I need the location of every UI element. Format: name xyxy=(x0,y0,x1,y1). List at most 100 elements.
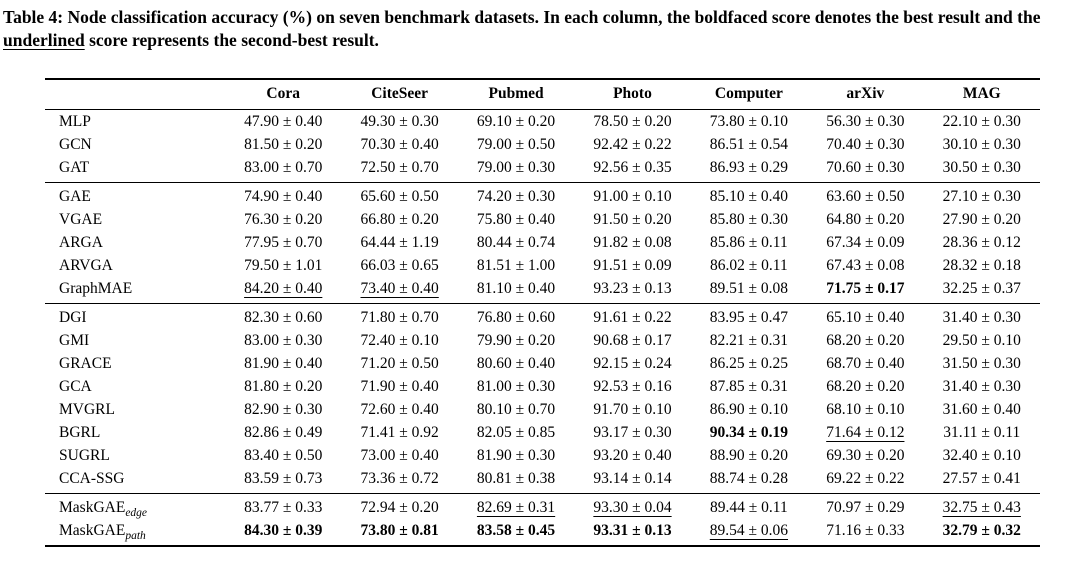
score-cell-cora: 77.95 ± 0.70 xyxy=(225,231,341,254)
score-value: 89.54 ± 0.06 xyxy=(709,521,789,539)
score-value: 83.00 ± 0.30 xyxy=(244,331,323,349)
score-value: 68.10 ± 0.10 xyxy=(826,400,905,418)
caption-text-after: score represents the second-best result. xyxy=(84,30,379,51)
score-cell-photo: 91.61 ± 0.22 xyxy=(574,302,691,330)
score-value: 30.50 ± 0.30 xyxy=(942,158,1021,176)
score-value: 70.60 ± 0.30 xyxy=(826,158,905,176)
column-header-citeseer: CiteSeer xyxy=(341,79,458,111)
score-value: 81.90 ± 0.30 xyxy=(476,446,556,464)
score-cell-mag: 31.11 ± 0.11 xyxy=(924,421,1040,444)
score-cell-pubmed: 83.58 ± 0.45 xyxy=(458,519,574,546)
score-cell-computer: 89.51 ± 0.08 xyxy=(691,277,807,303)
score-cell-computer: 82.21 ± 0.31 xyxy=(691,329,807,352)
score-cell-cora: 83.00 ± 0.30 xyxy=(225,329,341,352)
score-value: 66.80 ± 0.20 xyxy=(360,210,439,228)
score-cell-arxiv: 65.10 ± 0.40 xyxy=(807,302,924,330)
score-cell-pubmed: 74.20 ± 0.30 xyxy=(457,181,575,209)
method-name: GCN xyxy=(59,135,92,153)
score-cell-arxiv: 67.34 ± 0.09 xyxy=(807,231,923,254)
score-value: 93.30 ± 0.04 xyxy=(593,498,672,516)
score-cell-photo: 91.50 ± 0.20 xyxy=(574,208,690,231)
score-cell-arxiv: 71.64 ± 0.12 xyxy=(807,421,923,444)
score-cell-citeseer: 71.41 ± 0.92 xyxy=(341,421,457,444)
score-cell-citeseer: 73.80 ± 0.81 xyxy=(341,519,457,546)
score-value: 90.68 ± 0.17 xyxy=(593,331,672,349)
method-name: ARGA xyxy=(59,233,103,251)
score-value: 56.30 ± 0.30 xyxy=(826,112,905,130)
score-value: 69.10 ± 0.20 xyxy=(476,112,556,130)
score-value: 71.90 ± 0.40 xyxy=(360,377,439,395)
score-cell-mag: 27.10 ± 0.30 xyxy=(923,181,1040,209)
score-value: 89.44 ± 0.11 xyxy=(710,498,788,516)
score-value: 68.70 ± 0.40 xyxy=(826,354,905,372)
score-value: 73.36 ± 0.72 xyxy=(360,469,439,487)
score-value: 93.23 ± 0.13 xyxy=(593,279,672,297)
score-cell-cora: 83.59 ± 0.73 xyxy=(225,467,341,493)
score-cell-cora: 81.80 ± 0.20 xyxy=(225,375,341,398)
score-value: 31.40 ± 0.30 xyxy=(942,308,1021,326)
score-value: 81.50 ± 0.20 xyxy=(244,135,323,153)
table-row-arga: ARGA 77.95 ± 0.70 64.44 ± 1.19 80.44 ± 0.74… xyxy=(45,231,1040,254)
score-cell-cora: 82.90 ± 0.30 xyxy=(225,398,341,421)
score-value: 84.20 ± 0.40 xyxy=(244,279,323,297)
score-cell-citeseer: 72.94 ± 0.20 xyxy=(341,492,458,520)
score-cell-cora: 76.30 ± 0.20 xyxy=(225,208,341,231)
score-value: 92.56 ± 0.35 xyxy=(593,158,672,176)
score-value: 70.97 ± 0.29 xyxy=(826,498,905,516)
score-cell-mag: 31.40 ± 0.30 xyxy=(923,302,1040,330)
score-cell-computer: 83.95 ± 0.47 xyxy=(690,302,808,330)
score-value: 80.44 ± 0.74 xyxy=(476,233,556,251)
score-value: 83.00 ± 0.70 xyxy=(244,158,323,176)
table-body: MLP 47.90 ± 0.40 49.30 ± 0.30 69.10 ± 0.20 7… xyxy=(45,110,1040,546)
score-cell-citeseer: 65.60 ± 0.50 xyxy=(341,181,458,209)
score-value: 86.93 ± 0.29 xyxy=(709,158,789,176)
score-cell-photo: 91.51 ± 0.09 xyxy=(574,254,690,277)
score-cell-mag: 27.57 ± 0.41 xyxy=(924,467,1040,493)
method-name: GMI xyxy=(59,331,90,349)
score-cell-photo: 93.30 ± 0.04 xyxy=(574,492,691,520)
score-cell-photo: 92.56 ± 0.35 xyxy=(574,156,690,182)
score-value: 81.90 ± 0.40 xyxy=(244,354,323,372)
score-value: 64.80 ± 0.20 xyxy=(826,210,905,228)
score-value: 30.10 ± 0.30 xyxy=(942,135,1021,153)
score-cell-mag: 31.60 ± 0.40 xyxy=(924,398,1040,421)
score-cell-pubmed: 75.80 ± 0.40 xyxy=(458,208,574,231)
score-cell-citeseer: 71.20 ± 0.50 xyxy=(341,352,457,375)
score-cell-pubmed: 79.00 ± 0.30 xyxy=(458,156,574,182)
method-column-header xyxy=(45,79,225,111)
score-cell-arxiv: 68.70 ± 0.40 xyxy=(807,352,923,375)
score-value: 85.86 ± 0.11 xyxy=(710,233,788,251)
score-value: 85.10 ± 0.40 xyxy=(709,187,789,205)
score-cell-citeseer: 73.40 ± 0.40 xyxy=(341,277,457,303)
score-value: 86.90 ± 0.10 xyxy=(709,400,789,418)
score-value: 70.40 ± 0.30 xyxy=(826,135,905,153)
score-value: 76.30 ± 0.20 xyxy=(244,210,323,228)
score-cell-mag: 28.36 ± 0.12 xyxy=(924,231,1040,254)
score-cell-citeseer: 71.80 ± 0.70 xyxy=(341,302,458,330)
column-header-arxiv: arXiv xyxy=(807,79,924,111)
score-value: 47.90 ± 0.40 xyxy=(244,112,323,130)
score-value: 93.14 ± 0.14 xyxy=(593,469,672,487)
score-cell-photo: 91.70 ± 0.10 xyxy=(574,398,690,421)
score-cell-computer: 88.90 ± 0.20 xyxy=(691,444,807,467)
score-cell-pubmed: 69.10 ± 0.20 xyxy=(458,110,574,134)
score-value: 84.30 ± 0.39 xyxy=(244,521,323,539)
score-cell-arxiv: 56.30 ± 0.30 xyxy=(807,110,923,134)
method-name: VGAE xyxy=(59,210,103,228)
score-cell-mag: 27.90 ± 0.20 xyxy=(924,208,1040,231)
score-value: 68.20 ± 0.20 xyxy=(826,331,905,349)
score-value: 91.51 ± 0.09 xyxy=(593,256,672,274)
score-cell-arxiv: 64.80 ± 0.20 xyxy=(807,208,923,231)
table-row-gca: GCA 81.80 ± 0.20 71.90 ± 0.40 81.00 ± 0.30 9… xyxy=(45,375,1040,398)
table-header: Cora CiteSeer Pubmed Photo Computer arXiv MAG xyxy=(45,79,1040,111)
score-cell-pubmed: 80.10 ± 0.70 xyxy=(458,398,574,421)
score-cell-cora: 83.00 ± 0.70 xyxy=(225,156,341,182)
header-row: Cora CiteSeer Pubmed Photo Computer arXiv MAG xyxy=(45,79,1040,111)
method-subscript: edge xyxy=(125,506,148,519)
column-header-computer: Computer xyxy=(690,79,808,111)
score-value: 32.79 ± 0.32 xyxy=(942,521,1021,539)
score-value: 82.86 ± 0.49 xyxy=(244,423,323,441)
score-value: 28.32 ± 0.18 xyxy=(942,256,1021,274)
score-value: 71.41 ± 0.92 xyxy=(360,423,439,441)
score-cell-pubmed: 80.44 ± 0.74 xyxy=(458,231,574,254)
